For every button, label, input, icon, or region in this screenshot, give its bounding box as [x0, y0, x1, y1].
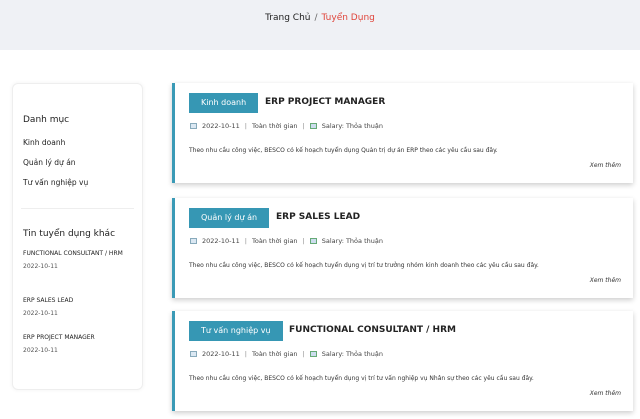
job-description: Theo nhu cầu công việc, BESCO có kế hoạc… [189, 147, 498, 154]
breadcrumb-current: Tuyển Dụng [321, 13, 375, 23]
other-job-item[interactable]: ERP SALES LEAD 2022-10-11 [23, 295, 133, 319]
job-description: Theo nhu cầu công việc, BESCO có kế hoạc… [189, 262, 539, 269]
page-header [0, 0, 640, 50]
read-more-link[interactable]: Xem thêm [589, 277, 621, 284]
category-badge[interactable]: Kinh doanh [189, 93, 259, 113]
salary-icon [309, 351, 317, 357]
sidebar-divider [21, 208, 134, 209]
job-date: 2022-10-11 [202, 122, 240, 130]
categories-title: Danh mục [23, 115, 70, 125]
category-badge[interactable]: Tư vấn nghiệp vụ [189, 321, 283, 341]
calendar-icon [190, 351, 197, 357]
read-more-link[interactable]: Xem thêm [589, 390, 621, 397]
job-salary: Salary: Thỏa thuận [321, 237, 383, 245]
calendar-icon [190, 238, 197, 244]
calendar-icon [190, 123, 197, 129]
other-job-title[interactable]: FUNCTIONAL CONSULTANT / HRM [23, 250, 123, 257]
job-title[interactable]: ERP SALES LEAD [276, 212, 361, 222]
job-salary: Salary: Thỏa thuận [321, 350, 383, 358]
other-jobs-title: Tin tuyển dụng khác [23, 229, 116, 239]
job-title[interactable]: ERP PROJECT MANAGER [265, 97, 386, 107]
job-type: Toàn thời gian [251, 122, 298, 130]
salary-icon [309, 238, 317, 244]
other-job-date: 2022-10-11 [23, 347, 58, 354]
job-type: Toàn thời gian [251, 350, 298, 358]
other-job-date: 2022-10-11 [23, 263, 58, 270]
job-date: 2022-10-11 [202, 350, 240, 358]
other-job-item[interactable]: ERP PROJECT MANAGER 2022-10-11 [23, 332, 133, 356]
other-job-date: 2022-10-11 [23, 310, 58, 317]
job-date: 2022-10-11 [202, 237, 240, 245]
other-job-item[interactable]: FUNCTIONAL CONSULTANT / HRM 2022-10-11 [23, 248, 133, 272]
job-card: Kinh doanh ERP PROJECT MANAGER 2022-10-1… [172, 83, 633, 183]
sidebar: Danh mục Kinh doanh Quản lý dự án Tư vấn… [12, 83, 143, 390]
other-job-title[interactable]: ERP PROJECT MANAGER [23, 334, 95, 341]
category-quan-ly-du-an[interactable]: Quản lý dự án [23, 158, 76, 167]
category-kinh-doanh[interactable]: Kinh doanh [23, 138, 66, 147]
breadcrumb-home[interactable]: Trang Chủ [265, 13, 311, 23]
breadcrumb-separator: / [314, 13, 318, 23]
category-badge[interactable]: Quản lý dự án [189, 208, 270, 228]
job-card: Tư vấn nghiệp vụ FUNCTIONAL CONSULTANT /… [172, 311, 633, 411]
job-type: Toàn thời gian [251, 237, 298, 245]
read-more-link[interactable]: Xem thêm [589, 162, 621, 169]
category-tu-van-nghiep-vu[interactable]: Tư vấn nghiệp vụ [23, 178, 89, 187]
breadcrumb: Trang Chủ / Tuyển Dụng [0, 13, 640, 23]
salary-icon [309, 123, 317, 129]
job-card: Quản lý dự án ERP SALES LEAD 2022-10-11 |… [172, 198, 633, 298]
job-description: Theo nhu cầu công việc, BESCO có kế hoạc… [189, 375, 534, 382]
job-salary: Salary: Thỏa thuận [321, 122, 383, 130]
other-job-title[interactable]: ERP SALES LEAD [23, 297, 74, 304]
job-title[interactable]: FUNCTIONAL CONSULTANT / HRM [289, 325, 456, 335]
